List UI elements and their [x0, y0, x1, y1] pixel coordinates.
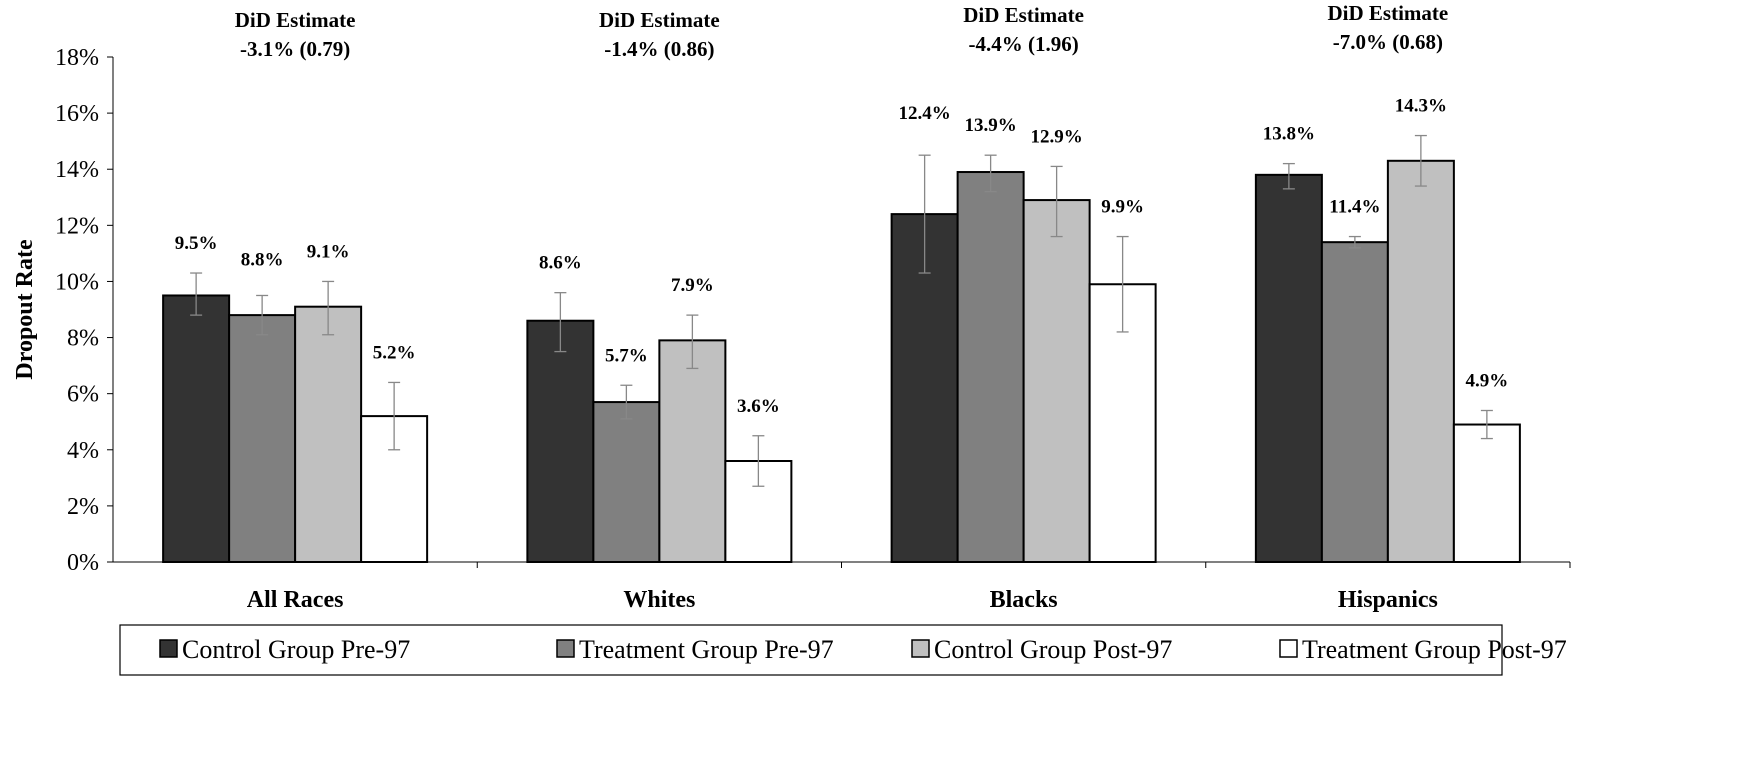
legend-swatch: [556, 639, 575, 658]
data-label: 11.4%: [1329, 197, 1380, 218]
bars: [162, 134, 1521, 564]
data-label: 12.4%: [899, 103, 951, 124]
axes: 0% 2% 4% 6% 8% 10% 12% 14% 16% 18% Dropout Rate: [12, 45, 1571, 576]
y-tick-label: 18%: [55, 45, 99, 71]
legend-box: [119, 624, 1503, 676]
bar-control-group-post-97: [658, 339, 727, 563]
data-label: 13.8%: [1263, 124, 1315, 145]
bar-control-group-post-97: [1022, 199, 1091, 563]
data-label: 5.2%: [373, 342, 416, 363]
bar-control-group-pre-97: [1254, 173, 1323, 563]
bar-control-group-post-97: [1386, 159, 1455, 564]
bar-control-group-pre-97: [526, 319, 595, 563]
data-label: 4.9%: [1466, 371, 1509, 392]
category-label: Hispanics: [1338, 587, 1438, 613]
y-tick-label: 4%: [67, 438, 99, 464]
y-tick-label: 10%: [55, 269, 99, 295]
legend-label: Treatment Group Post-97: [1302, 635, 1567, 664]
y-tick-label: 6%: [67, 382, 99, 408]
category-label: Whites: [623, 587, 695, 613]
bar-treatment-group-pre-97: [592, 401, 661, 564]
did-estimate-title: DiD Estimate: [599, 8, 720, 32]
bar-treatment-group-post-97: [1452, 423, 1521, 563]
bar-control-group-pre-97: [162, 294, 231, 563]
bar-treatment-group-pre-97: [228, 314, 297, 563]
bar-control-group-post-97: [294, 305, 363, 564]
data-label: 9.9%: [1101, 197, 1144, 218]
data-label: 13.9%: [965, 115, 1017, 136]
data-label: 3.6%: [737, 396, 780, 417]
did-estimate-value: -3.1% (0.79): [240, 37, 350, 61]
data-label: 5.7%: [605, 345, 648, 366]
legend-swatch: [911, 639, 930, 658]
data-label: 12.9%: [1031, 126, 1083, 147]
y-tick-label: 14%: [55, 157, 99, 183]
labels: All Races 9.5% 8.8% 9.1% 5.2% DiD Estimate -3.…: [175, 1, 1509, 613]
legend-label: Treatment Group Pre-97: [579, 635, 834, 664]
data-label: 14.3%: [1395, 96, 1447, 117]
did-estimate-title: DiD Estimate: [963, 3, 1084, 27]
data-label: 9.5%: [175, 233, 218, 254]
y-tick-label: 0%: [67, 550, 99, 576]
did-estimate-value: -1.4% (0.86): [604, 37, 714, 61]
did-estimate-title: DiD Estimate: [1328, 1, 1449, 25]
y-tick-label: 8%: [67, 326, 99, 352]
bar-treatment-group-pre-97: [956, 171, 1025, 563]
y-tick-label: 16%: [55, 101, 99, 127]
did-estimate-value: -7.0% (0.68): [1333, 30, 1443, 54]
y-tick-label: 12%: [55, 213, 99, 239]
did-estimate-title: DiD Estimate: [235, 8, 356, 32]
did-estimate-value: -4.4% (1.96): [969, 32, 1079, 56]
legend-label: Control Group Pre-97: [182, 635, 410, 664]
data-label: 7.9%: [671, 275, 714, 296]
legend-swatch: [1279, 639, 1298, 658]
legend-label: Control Group Post-97: [934, 635, 1172, 664]
legend-swatch: [159, 639, 178, 658]
data-label: 8.8%: [241, 249, 284, 270]
category-label: All Races: [247, 587, 344, 613]
y-axis-title: Dropout Rate: [12, 239, 38, 380]
data-label: 9.1%: [307, 241, 350, 262]
category-label: Blacks: [990, 587, 1058, 613]
y-tick-label: 2%: [67, 494, 99, 520]
data-label: 8.6%: [539, 253, 582, 274]
legend: Control Group Pre-97 Treatment Group Pre-…: [119, 624, 1567, 676]
bar-treatment-group-pre-97: [1320, 241, 1389, 564]
